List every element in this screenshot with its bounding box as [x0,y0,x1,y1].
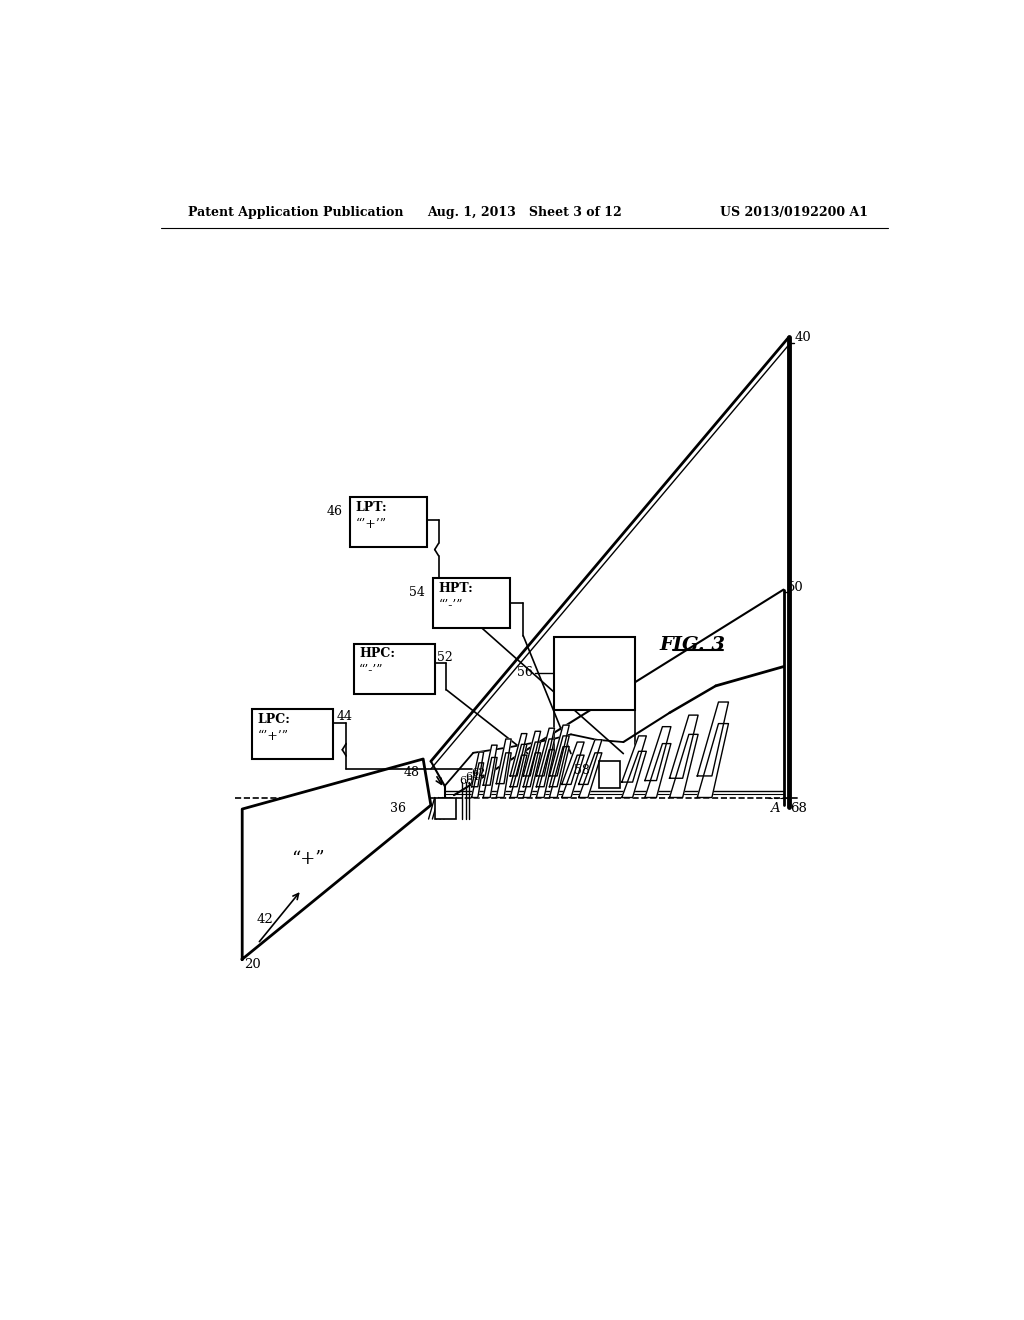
Polygon shape [472,763,483,797]
Polygon shape [670,715,698,779]
Text: “+”: “+” [291,850,325,869]
Text: 54: 54 [409,586,425,599]
Text: 48: 48 [403,767,419,779]
Text: 64: 64 [466,772,480,781]
Text: A: A [770,803,779,816]
Polygon shape [645,726,671,780]
Polygon shape [537,750,555,797]
Bar [599,762,621,788]
Polygon shape [670,734,698,797]
Polygon shape [483,758,497,797]
Text: Patent Application Publication: Patent Application Publication [188,206,403,219]
Text: 40: 40 [795,330,811,343]
Polygon shape [243,759,431,960]
Text: HPT:: HPT: [438,582,473,595]
Text: 58: 58 [573,763,590,776]
Polygon shape [622,737,646,781]
Bar [554,638,635,710]
Text: 44: 44 [336,710,352,723]
Text: 50: 50 [786,581,804,594]
Text: 36: 36 [390,803,407,816]
Text: 42: 42 [256,913,272,927]
Polygon shape [537,739,555,787]
Text: “’+’”: “’+’” [355,517,386,531]
Polygon shape [537,729,555,776]
Text: LPT:: LPT: [355,502,387,513]
Text: Aug. 1, 2013   Sheet 3 of 12: Aug. 1, 2013 Sheet 3 of 12 [427,206,623,219]
Polygon shape [510,744,527,787]
Text: 20: 20 [245,958,261,970]
Polygon shape [510,734,527,776]
Polygon shape [497,739,511,784]
Text: FIG. 3: FIG. 3 [659,636,726,653]
Bar [350,498,427,548]
Polygon shape [550,747,569,797]
Polygon shape [697,702,728,776]
Text: 52: 52 [437,651,453,664]
Text: LPC:: LPC: [258,713,291,726]
Text: 66: 66 [460,776,473,785]
Polygon shape [523,742,541,787]
Bar [354,644,435,693]
Polygon shape [523,731,541,776]
Text: 56: 56 [517,667,534,680]
Polygon shape [550,737,569,787]
Polygon shape [562,742,584,784]
Polygon shape [510,755,527,797]
Polygon shape [472,752,483,787]
Polygon shape [645,743,671,797]
Bar [252,709,333,759]
Text: US 2013/0192200 A1: US 2013/0192200 A1 [720,206,868,219]
Bar [433,578,510,628]
Polygon shape [523,752,541,797]
Polygon shape [483,744,497,785]
Text: “’-’”: “’-’” [359,664,384,677]
Polygon shape [697,723,728,797]
Bar [435,797,457,818]
Polygon shape [562,755,584,797]
Text: 46: 46 [327,506,342,517]
Polygon shape [579,739,602,784]
Text: “’-’”: “’-’” [438,599,463,612]
Polygon shape [550,725,569,776]
Polygon shape [622,751,646,797]
Text: “’+’”: “’+’” [258,730,289,743]
Text: 68: 68 [791,803,807,816]
Polygon shape [497,752,511,797]
Text: HPC:: HPC: [359,647,395,660]
Text: 62: 62 [471,768,485,779]
Polygon shape [579,752,602,797]
